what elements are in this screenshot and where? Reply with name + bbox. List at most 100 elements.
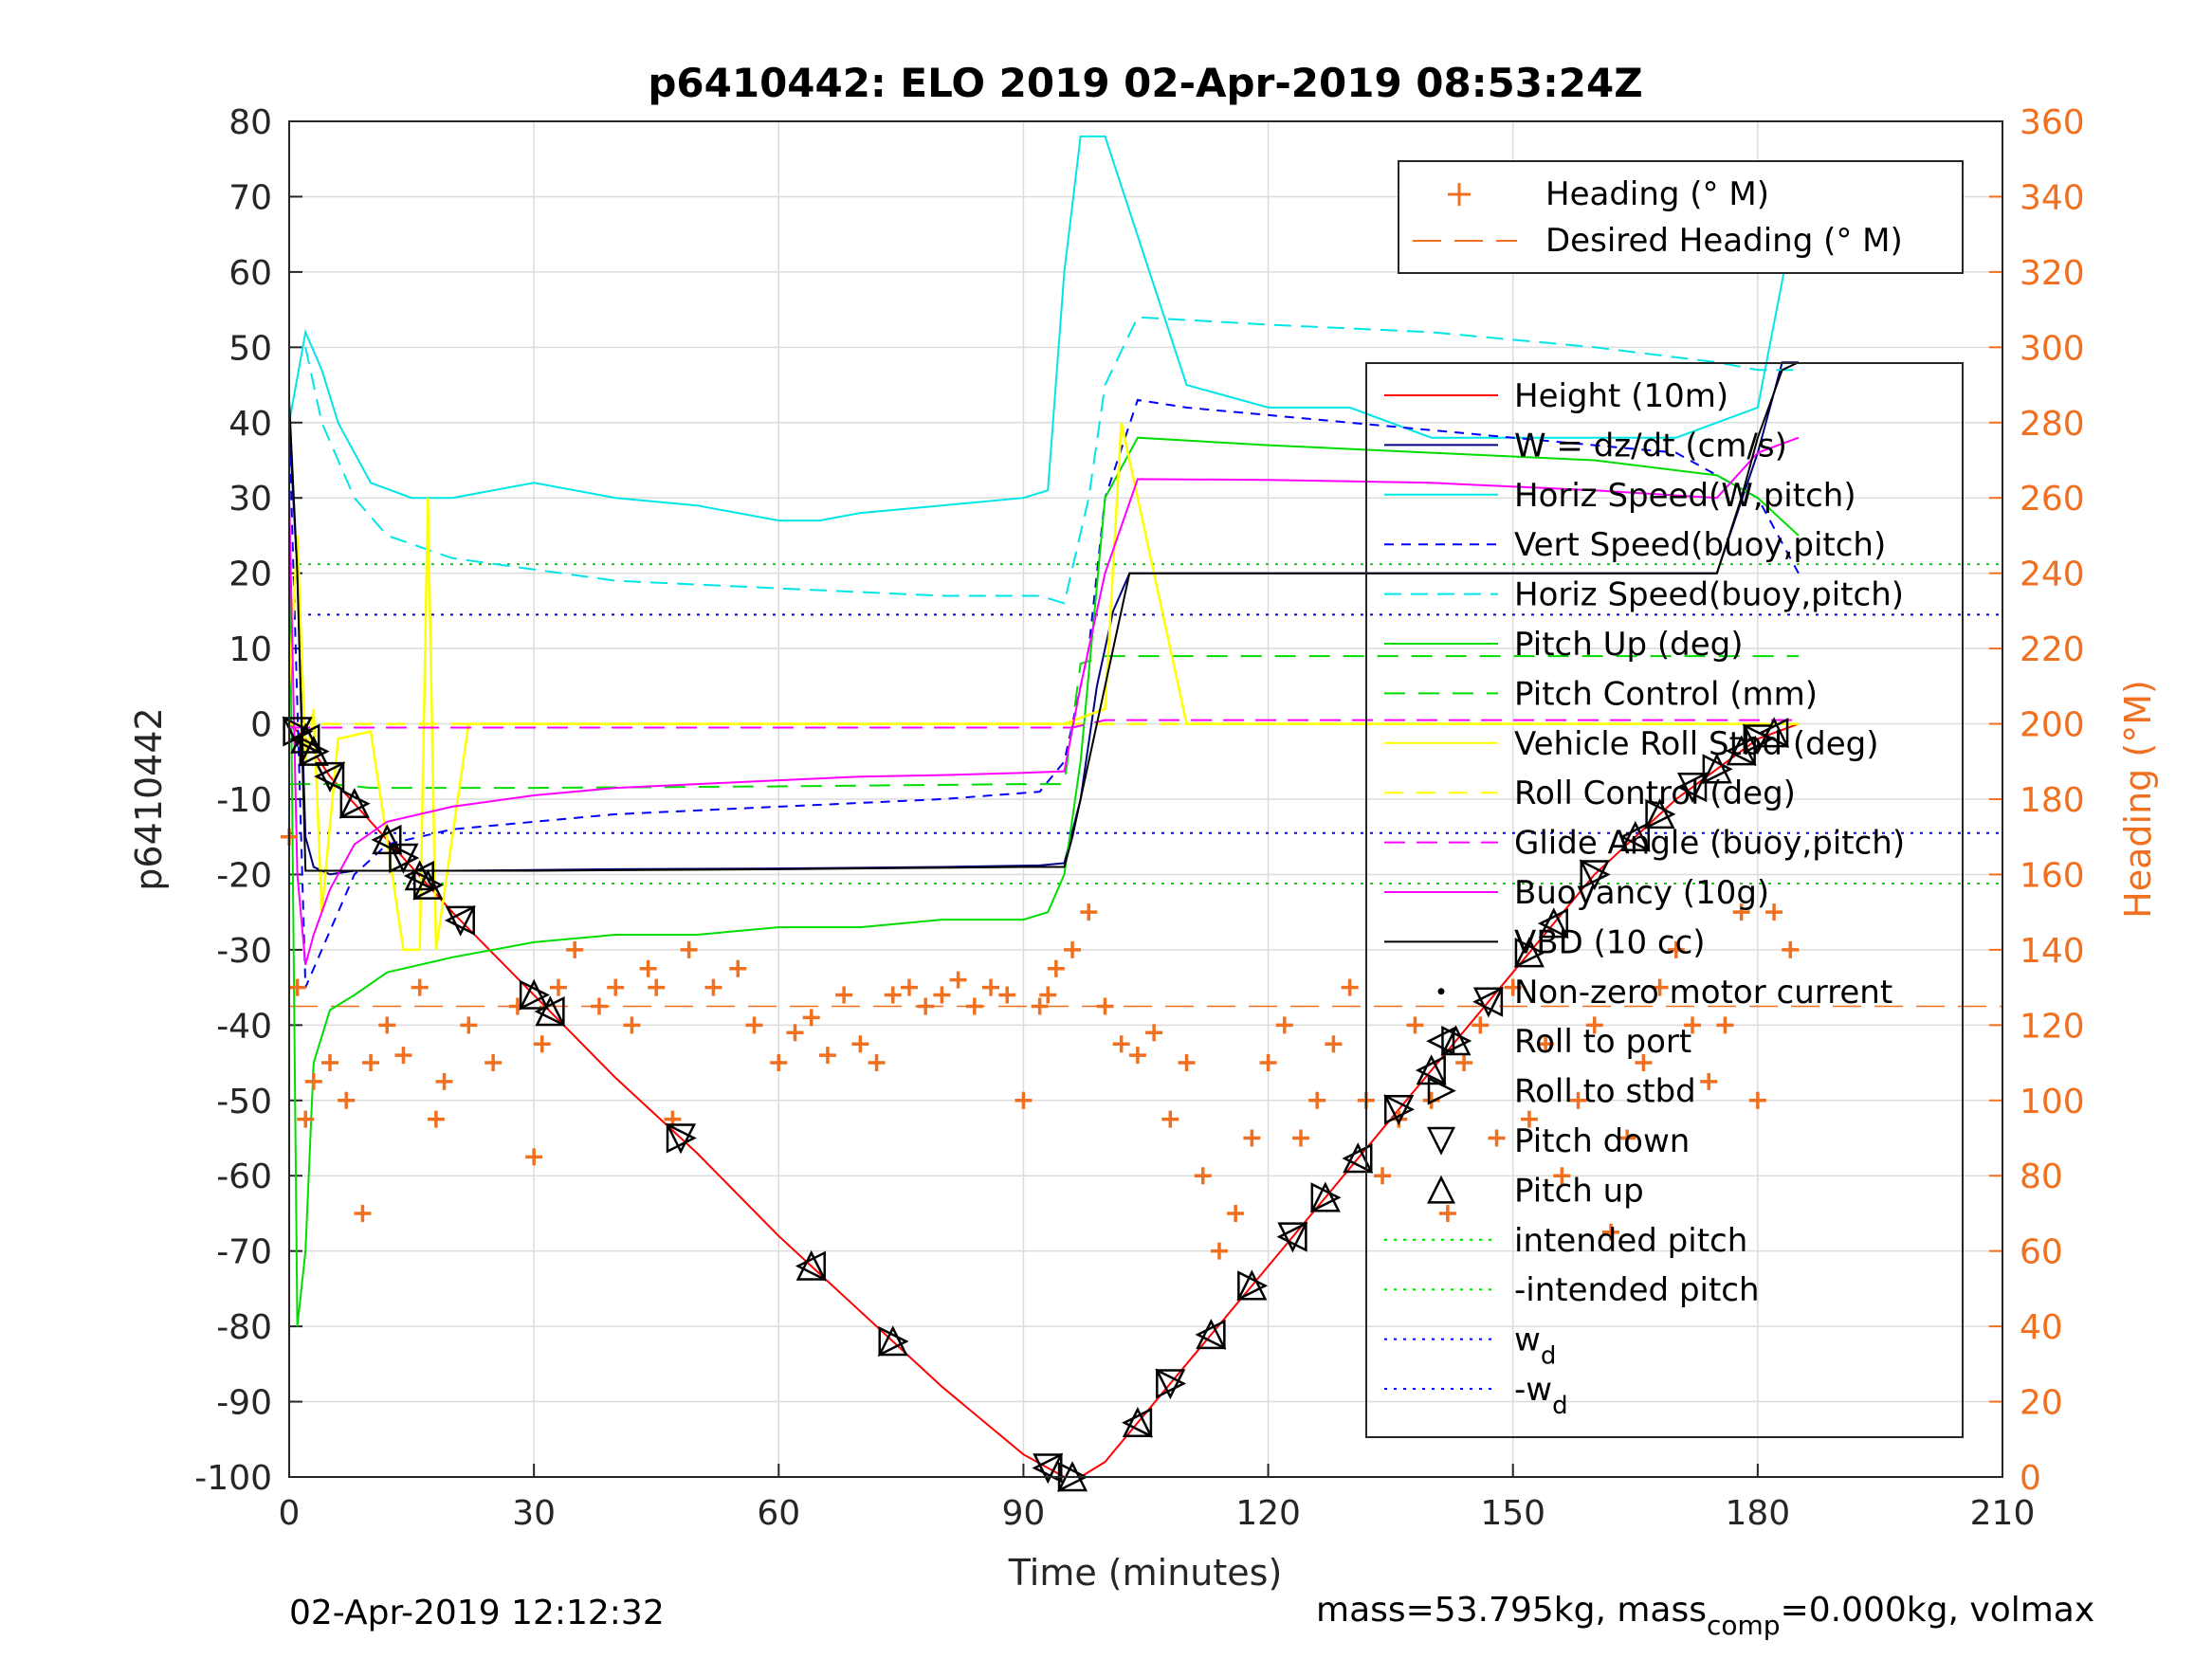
roll-marker [1725, 736, 1756, 767]
roll-marker [1237, 1270, 1269, 1302]
heading-point [1504, 978, 1522, 996]
y2-tick-label: 40 [2020, 1308, 2063, 1347]
heading-point [998, 986, 1016, 1004]
heading-point [1047, 959, 1065, 977]
pitch-marker [1440, 1025, 1472, 1056]
legend-label: Pitch Control (mm) [1514, 675, 1818, 713]
heading-point [802, 1009, 820, 1027]
heading-point [851, 1035, 869, 1053]
legend-entry-11: VBD (10 cc) [1384, 923, 1706, 961]
y-tick-label: 10 [229, 630, 272, 669]
roll-marker [1384, 1094, 1416, 1125]
y-tick-label: 0 [250, 706, 272, 745]
heading-point [1145, 1024, 1163, 1042]
heading-point [786, 1024, 804, 1042]
heading-point [435, 1072, 453, 1090]
heading-point [1374, 1167, 1392, 1185]
heading-point [1243, 1129, 1261, 1147]
legend-label-text: Height (10m) [1514, 377, 1728, 415]
roll-marker [1676, 772, 1708, 803]
heading-point [1161, 1110, 1179, 1128]
legend-entry-12: Non-zero motor current [1437, 974, 1892, 1012]
heading-point [884, 986, 902, 1004]
heading-point [917, 997, 935, 1015]
y-tick-label: -60 [216, 1158, 272, 1196]
heading-point [1765, 903, 1783, 921]
pitch-marker [795, 1249, 827, 1281]
legend-label: Roll to port [1514, 1023, 1691, 1061]
y2-tick-label: 260 [2020, 480, 2085, 519]
pitch-marker [1579, 860, 1610, 891]
y-tick-label: -20 [216, 856, 272, 895]
heading-point [1455, 1054, 1473, 1072]
marker-layer [281, 716, 1800, 1493]
heading-point [1259, 1054, 1277, 1072]
y2-tick-label: 0 [2020, 1459, 2041, 1498]
pitch-marker [445, 905, 476, 937]
legend-label: Vehicle Roll Stbd (deg) [1514, 725, 1879, 763]
legend-label-text: Buoyancy (10g) [1514, 874, 1769, 912]
legend-label: Non-zero motor current [1514, 974, 1892, 1012]
roll-marker [1472, 986, 1504, 1017]
heading-point [1748, 1091, 1766, 1109]
heading-point [1128, 1047, 1146, 1065]
roll-marker [289, 723, 320, 755]
y-tick-labels: 80 70 60 50 40 30 20 10 0 -10 -20 -30 -40 -50 -60 -70 -8… [194, 103, 272, 1498]
heading-point [1537, 1035, 1555, 1053]
roll-marker [339, 788, 371, 819]
legend-label: -wd [1514, 1371, 1568, 1420]
series-glide-angle-buoy-pitch [289, 719, 1799, 729]
roll-marker [1758, 718, 1789, 749]
heading-point [354, 1204, 372, 1222]
heading-point [623, 1016, 641, 1034]
x-tick-label: 90 [1002, 1494, 1046, 1533]
pitch-marker [315, 761, 346, 793]
roll-marker [1743, 723, 1774, 755]
legend-label-text: -intended pitch [1514, 1271, 1760, 1309]
roll-marker [403, 861, 434, 892]
roll-marker [795, 1250, 826, 1282]
series-layer [287, 135, 2002, 1478]
x-tick-label: 60 [757, 1494, 800, 1533]
heading-point [835, 986, 853, 1004]
roll-marker [1156, 1368, 1187, 1399]
legend-label: wd [1514, 1322, 1556, 1371]
footer-mass-text: mass=53.795kg, mass [1316, 1591, 1707, 1630]
legend-label: Glide Angle (buoy,pitch) [1514, 825, 1905, 863]
roll-marker [1645, 798, 1676, 830]
roll-marker [1441, 1025, 1472, 1057]
heading-point [704, 978, 722, 996]
pitch-marker [1676, 773, 1709, 804]
legend-entry-8: Roll Control (deg) [1384, 775, 1796, 812]
legend-label-text: W = dz/dt (cm/s) [1514, 427, 1787, 465]
heading-point [378, 1016, 396, 1034]
roll-marker [299, 736, 330, 767]
roll-marker [534, 996, 565, 1028]
legend-label-text: Pitch up [1514, 1172, 1644, 1210]
pitch-marker [1759, 717, 1790, 748]
x-tick-label: 0 [279, 1494, 301, 1533]
heading-point [729, 959, 747, 977]
legend-entry-5: Pitch Up (deg) [1384, 626, 1743, 664]
legend-entry-20: -wd [1384, 1371, 1568, 1420]
pitch-marker [388, 843, 419, 874]
pitch-marker [298, 735, 329, 766]
legend-label-text: Roll Control (deg) [1514, 775, 1796, 812]
heading-point [1569, 1091, 1587, 1109]
heading-point [965, 997, 983, 1015]
y-tick-label: 80 [229, 103, 272, 142]
legend-entry-4: Horiz Speed(buoy,pitch) [1384, 576, 1904, 614]
pitch-marker [1383, 1095, 1415, 1126]
heading-point [1585, 1016, 1603, 1034]
heading-point [1227, 1204, 1245, 1222]
legend-label-text: Pitch Up (deg) [1514, 626, 1743, 664]
y2-tick-label: 220 [2020, 630, 2085, 669]
legend-entry-17: intended pitch [1384, 1222, 1747, 1260]
heading-point [304, 1072, 322, 1090]
legend-label: Pitch up [1514, 1172, 1644, 1210]
x-axis-title: Time (minutes) [1008, 1552, 1283, 1594]
series-buoyancy-10g [288, 436, 1800, 966]
heading-point [1422, 1091, 1440, 1109]
roll-marker [444, 904, 475, 936]
legend-entry-2: Horiz Speed(W,pitch) [1384, 477, 1856, 515]
